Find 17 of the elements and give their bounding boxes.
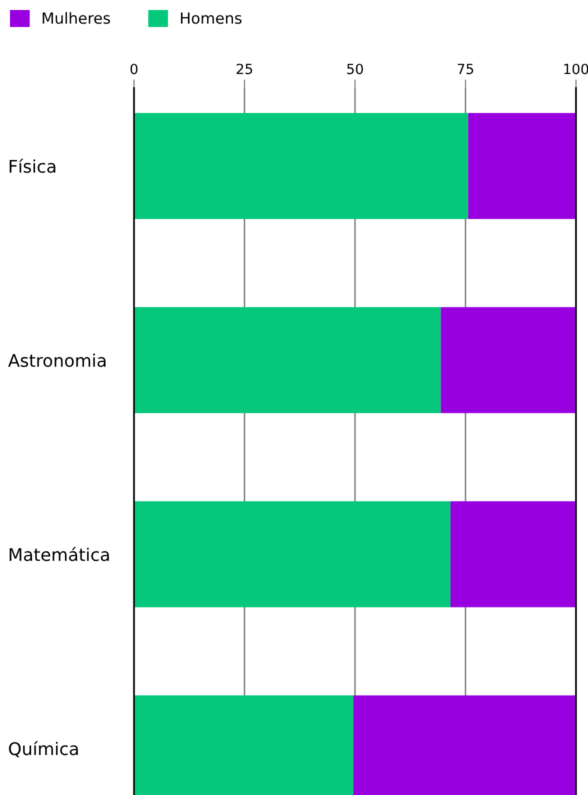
x-tick-label: 100 [564, 64, 588, 74]
legend-label: Homens [180, 12, 242, 24]
y-tick-label: Química [8, 741, 78, 758]
bar [134, 307, 441, 414]
y-tick-label: Astronomia [8, 354, 106, 368]
y-tick-label: Física [10, 158, 56, 173]
bar [134, 113, 468, 220]
x-tick-label: 0 [130, 64, 138, 74]
x-tick-label: 50 [347, 64, 363, 74]
x-tick-label: 25 [236, 64, 252, 74]
x-tick-label: 75 [458, 64, 474, 74]
bar [440, 307, 576, 414]
bar [134, 501, 450, 608]
bar [450, 501, 576, 608]
legend-label: Mulheres [42, 12, 110, 24]
bar [468, 113, 576, 220]
y-tick-label: Matemática [10, 546, 109, 562]
